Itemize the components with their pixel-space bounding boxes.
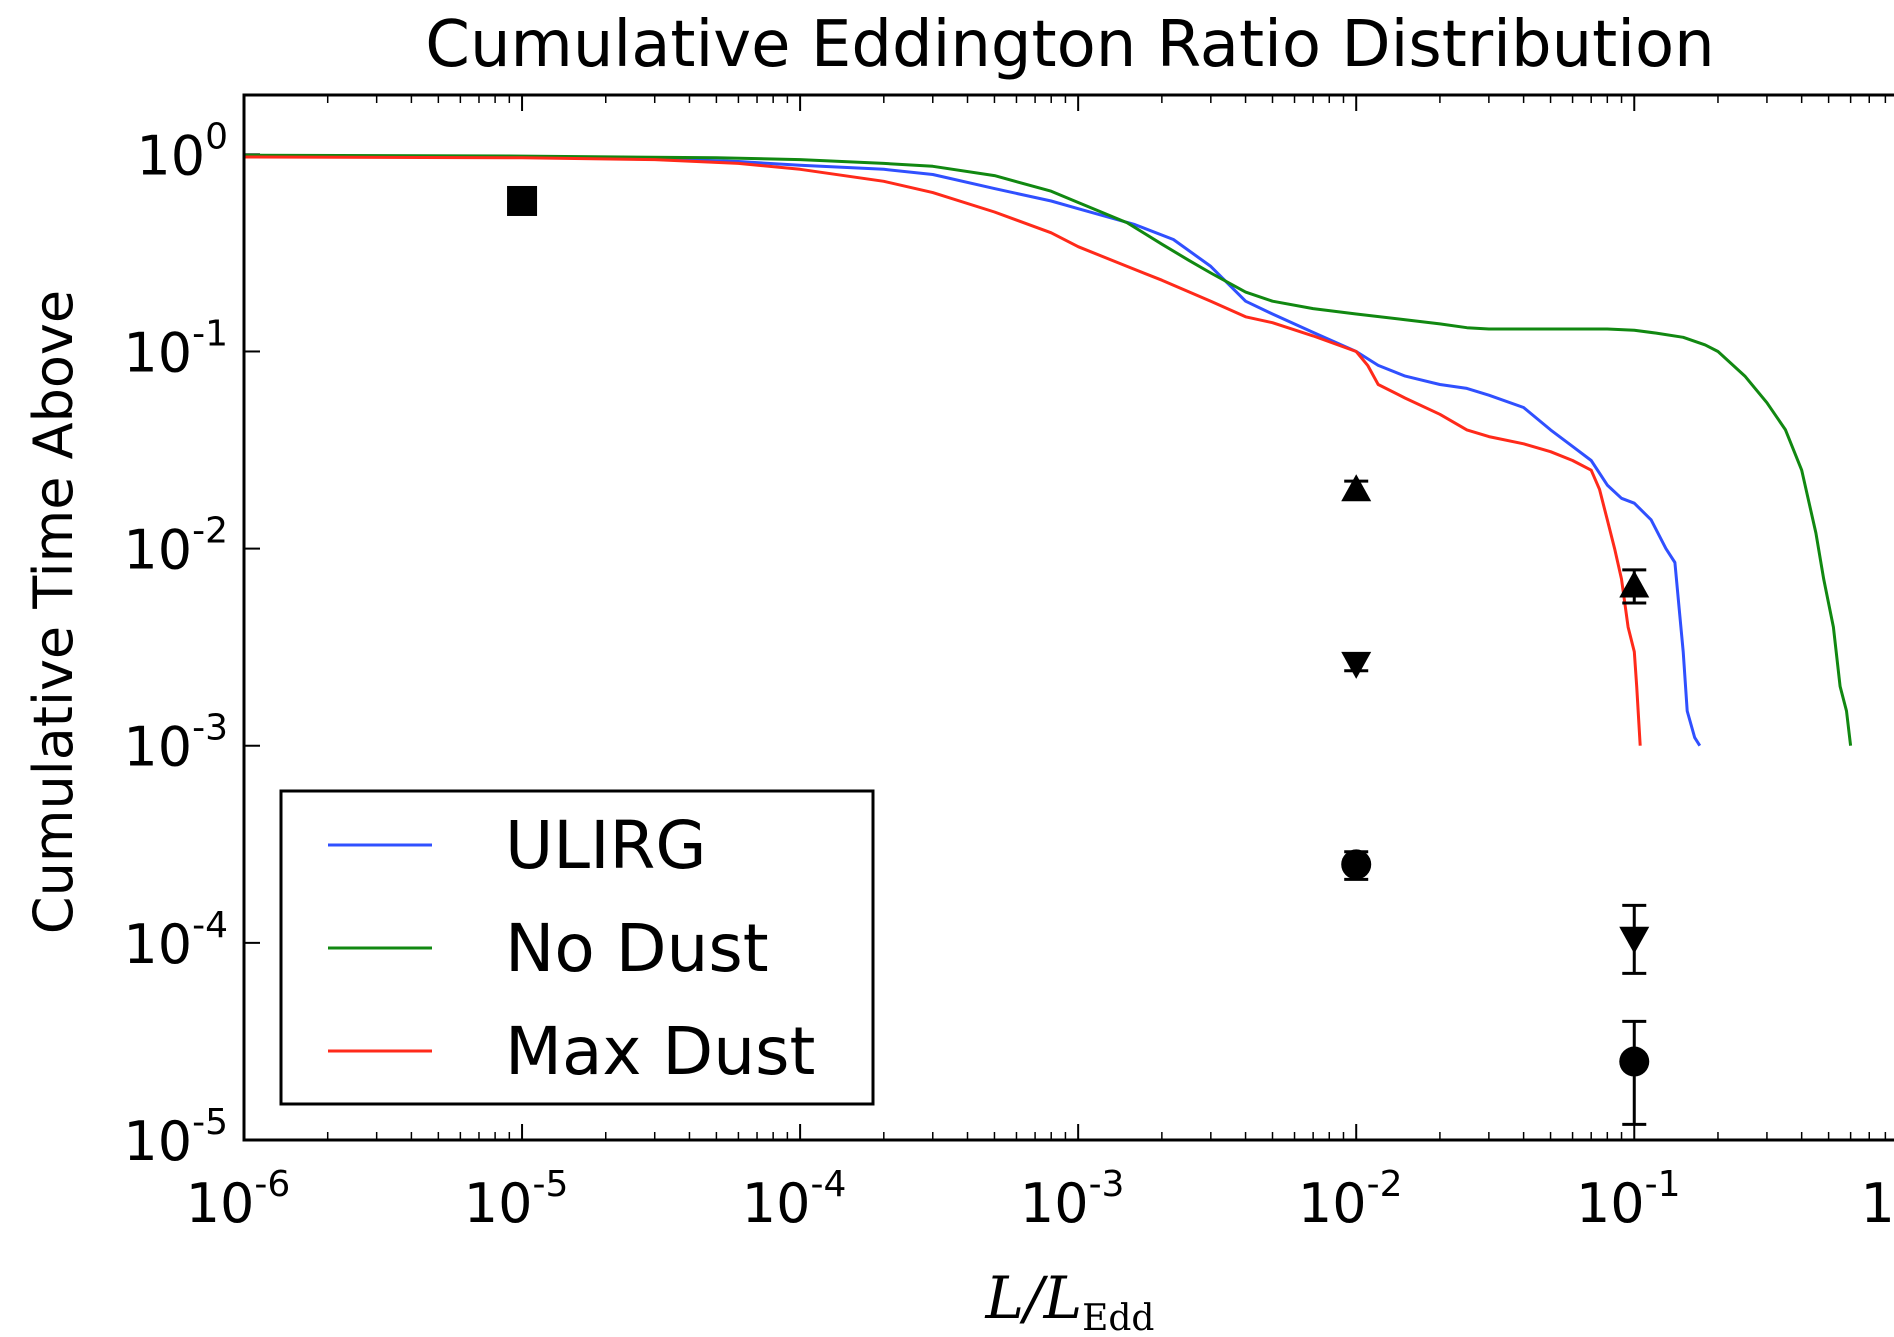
x-tick-label-exponent: -3 — [1089, 1164, 1125, 1205]
marker-square — [507, 185, 538, 216]
y-tick-label: 10-5 — [123, 1102, 228, 1173]
x-tick-label: 10-3 — [1020, 1164, 1125, 1235]
y-tick-label-exponent: -5 — [192, 1102, 228, 1143]
legend-label-ulirg: ULIRG — [505, 807, 707, 884]
marker-circle — [1619, 1046, 1650, 1077]
y-tick-label: 10-4 — [123, 905, 228, 976]
x-tick-label: 10-2 — [1298, 1164, 1403, 1235]
x-tick-label-base: 10 — [742, 1172, 811, 1235]
x-tick-label-base: 10 — [186, 1172, 255, 1235]
x-tick-label-base: 10 — [1020, 1172, 1089, 1235]
marker-circle — [1341, 849, 1372, 880]
x-axis-label: L/LEdd — [985, 1264, 1155, 1337]
data-point-triangle-up — [1341, 474, 1372, 502]
y-axis-label: Cumulative Time Above — [22, 290, 85, 934]
x-tick-label-exponent: -2 — [1367, 1164, 1403, 1205]
marker-triangle-down — [1619, 926, 1650, 954]
chart-title: Cumulative Eddington Ratio Distribution — [425, 8, 1714, 82]
marker-layer — [507, 185, 1650, 1126]
y-tick-label-exponent: 0 — [205, 116, 228, 157]
data-point-circle — [1341, 849, 1372, 881]
y-tick-label: 100 — [136, 116, 228, 187]
y-tick-label-base: 10 — [123, 519, 192, 582]
x-tick-label: 10-6 — [186, 1164, 291, 1235]
data-point-circle — [1619, 1019, 1650, 1126]
x-tick-label-base: 10 — [464, 1172, 533, 1235]
series-line-no-dust — [243, 153, 1853, 746]
legend: ULIRG No Dust Max Dust — [279, 789, 875, 1106]
y-tick-label-base: 10 — [123, 913, 192, 976]
series-layer — [243, 153, 1853, 747]
x-tick-label-base: 10 — [1576, 1172, 1645, 1235]
y-tick-label-base: 10 — [136, 124, 205, 187]
x-tick-label-exponent: -4 — [811, 1164, 847, 1205]
marker-triangle-down — [1341, 651, 1372, 679]
x-tick-label: 10-1 — [1576, 1164, 1681, 1235]
y-tick-label-exponent: -1 — [192, 313, 228, 354]
legend-label-no-dust: No Dust — [505, 910, 769, 987]
y-tick-label: 10-1 — [123, 313, 228, 384]
plot-frame — [242, 93, 1894, 1142]
x-axis-label-subscript: Edd — [1082, 1298, 1154, 1337]
marker-triangle-up — [1619, 570, 1650, 598]
y-tick-label: 10-2 — [123, 511, 228, 582]
legend-label-max-dust: Max Dust — [505, 1013, 815, 1090]
x-axis-label-main: L/L — [985, 1264, 1083, 1332]
y-tick-label-exponent: -3 — [192, 708, 228, 749]
x-tick-label: 10-5 — [464, 1164, 569, 1235]
x-tick-label-exponent: -5 — [532, 1164, 568, 1205]
y-tick-label: 10-3 — [123, 708, 228, 779]
y-tick-label-exponent: -2 — [192, 511, 228, 552]
x-tick-label: 10-4 — [742, 1164, 847, 1235]
series-line-max-dust — [243, 155, 1642, 746]
x-tick-label-base: 10 — [1861, 1172, 1894, 1235]
x-tick-label-base: 10 — [1298, 1172, 1367, 1235]
y-tick-label-base: 10 — [123, 321, 192, 384]
data-point-triangle-up — [1619, 568, 1650, 605]
y-tick-label-base: 10 — [123, 716, 192, 779]
y-tick-label-base: 10 — [123, 1110, 192, 1173]
series-line-ulirg — [243, 154, 1702, 747]
data-point-triangle-down — [1619, 903, 1650, 975]
x-tick-label-exponent: -1 — [1645, 1164, 1681, 1205]
data-point-triangle-down — [1341, 651, 1372, 679]
y-tick-label-exponent: -4 — [192, 905, 228, 946]
x-tick-label: 100 — [1861, 1164, 1894, 1235]
x-tick-label-exponent: -6 — [254, 1164, 290, 1205]
marker-triangle-up — [1341, 474, 1372, 502]
data-point-square — [507, 185, 538, 216]
